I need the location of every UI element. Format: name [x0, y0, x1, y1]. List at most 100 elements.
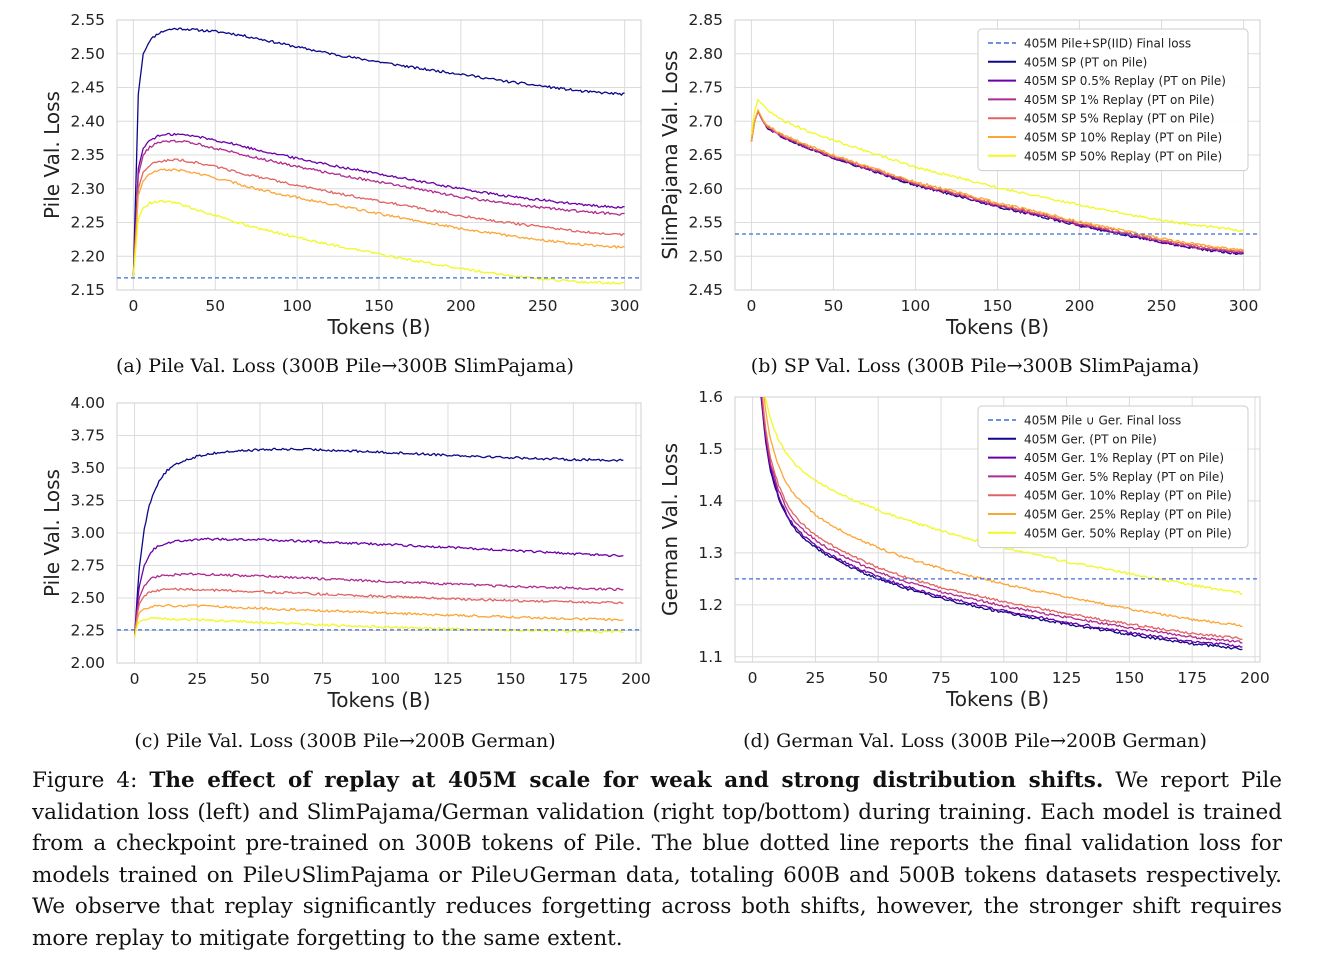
x-tick-label: 50	[824, 297, 844, 315]
legend: 405M Pile ∪ Ger. Final loss 405M Ger. (PT…	[977, 405, 1249, 549]
plot-frame	[116, 402, 642, 664]
y-tick-label: 2.70	[688, 112, 723, 130]
caption-text: We report Pile validation loss (left) an…	[32, 768, 1282, 951]
x-tick-labels: 0 50 100 150 200 250 300	[128, 297, 639, 315]
y-tick-label: 2.40	[70, 112, 105, 130]
series-line	[132, 168, 625, 277]
grid	[117, 19, 641, 291]
y-tick-label: 2.20	[70, 247, 105, 265]
y-tick-label: 2.25	[70, 622, 105, 640]
y-tick-label: 2.75	[70, 557, 105, 575]
chart-a: 0 50 100 150 200 250 300 2.15 2.20 2.25 2.30 2.35 2.…	[0, 0, 660, 350]
x-tick-label: 200	[1065, 297, 1095, 315]
series-line	[760, 397, 1243, 648]
legend-label: 405M Ger. 1% Replay (PT on Pile)	[1024, 451, 1224, 465]
x-tick-label: 0	[128, 297, 138, 315]
y-tick-label: 2.80	[688, 45, 723, 63]
y-tick-label: 3.50	[70, 459, 105, 477]
x-tick-label: 250	[1147, 297, 1177, 315]
y-axis-label: SlimPajama Val. Loss	[660, 50, 682, 259]
y-tick-label: 2.45	[70, 79, 105, 97]
y-tick-label: 1.4	[698, 492, 723, 510]
legend-label: 405M Ger. 10% Replay (PT on Pile)	[1024, 489, 1232, 503]
legend-label: 405M SP 10% Replay (PT on Pile)	[1024, 131, 1222, 145]
x-axis-label: Tokens (B)	[945, 315, 1049, 339]
x-tick-label: 25	[806, 669, 826, 687]
x-tick-label: 50	[250, 670, 270, 688]
series-line	[133, 587, 624, 638]
x-tick-label: 150	[496, 670, 526, 688]
series-line	[761, 397, 1243, 641]
legend-label: 405M SP 5% Replay (PT on Pile)	[1024, 112, 1215, 126]
legend-box	[977, 28, 1249, 172]
x-tick-label: 150	[983, 297, 1013, 315]
y-tick-label: 2.30	[70, 180, 105, 198]
x-tick-label: 200	[1240, 669, 1270, 687]
series-line	[133, 447, 624, 638]
y-tick-label: 2.60	[688, 180, 723, 198]
legend-label: 405M SP 1% Replay (PT on Pile)	[1024, 93, 1215, 107]
subcaption-a: (a) Pile Val. Loss (300B Pile→300B SlimP…	[116, 355, 574, 377]
x-axis-label: Tokens (B)	[326, 315, 430, 339]
y-tick-label: 2.15	[70, 281, 105, 299]
series-group	[132, 27, 625, 285]
series-line	[132, 27, 625, 277]
legend-label: 405M Ger. 25% Replay (PT on Pile)	[1024, 508, 1232, 522]
x-tick-label: 200	[621, 670, 651, 688]
x-tick-label: 175	[559, 670, 589, 688]
y-tick-labels: 2.45 2.50 2.55 2.60 2.65 2.70 2.75 2.80 2.85	[688, 11, 723, 299]
x-axis-label: Tokens (B)	[945, 687, 1049, 711]
y-tick-label: 3.00	[70, 524, 105, 542]
plot-frame	[734, 396, 1261, 663]
y-tick-label: 2.00	[70, 654, 105, 672]
x-tick-label: 100	[901, 297, 931, 315]
series-line	[133, 604, 624, 638]
caption-label: Figure 4:	[32, 768, 150, 793]
x-axis-label: Tokens (B)	[326, 688, 430, 712]
series-line	[132, 158, 625, 277]
plot-frame	[734, 19, 1261, 291]
y-tick-label: 2.25	[70, 214, 105, 232]
series-line	[132, 139, 625, 277]
grid	[117, 402, 641, 664]
legend: 405M Pile+SP(IID) Final loss 405M SP (PT …	[977, 28, 1249, 172]
x-tick-label: 100	[989, 669, 1019, 687]
x-tick-label: 25	[187, 670, 207, 688]
series-line	[761, 397, 1243, 644]
series-line	[750, 109, 1244, 251]
legend-label: 405M SP (PT on Pile)	[1024, 55, 1147, 69]
legend-label: 405M Ger. 50% Replay (PT on Pile)	[1024, 526, 1232, 540]
y-axis-label: German Val. Loss	[660, 443, 682, 616]
subcaption-b: (b) SP Val. Loss (300B Pile→300B SlimPaj…	[750, 355, 1200, 377]
series-line	[132, 199, 625, 285]
y-tick-label: 1.3	[698, 544, 723, 562]
chart-c: 0 25 50 75 100 125 150 175 200 2.00 2.25 2.50 2.75 3.…	[0, 385, 660, 735]
chart-b-svg: 0 50 100 150 200 250 3002.452.502.552.602.652.…	[660, 11, 1261, 339]
x-tick-label: 150	[1115, 669, 1145, 687]
y-axis-label: Pile Val. Loss	[40, 469, 64, 597]
y-tick-labels: 2.15 2.20 2.25 2.30 2.35 2.40 2.45 2.50 2.55	[70, 11, 105, 299]
x-tick-label: 100	[282, 297, 312, 315]
series-line	[133, 537, 624, 638]
y-tick-label: 2.45	[688, 281, 723, 299]
legend-label: 405M Pile+SP(IID) Final loss	[1024, 37, 1191, 51]
legend-label: 405M Ger. (PT on Pile)	[1024, 432, 1157, 446]
y-tick-label: 3.75	[70, 427, 105, 445]
y-tick-label: 2.50	[70, 589, 105, 607]
x-tick-label: 75	[313, 670, 333, 688]
y-tick-labels: 1.1 1.2 1.3 1.4 1.5 1.6	[698, 388, 723, 666]
chart-a-svg: 0 50 100 150 200 250 3002.152.202.252.302.352.…	[40, 11, 642, 339]
y-tick-label: 1.1	[698, 648, 723, 666]
x-tick-label: 50	[205, 297, 225, 315]
y-tick-labels: 2.00 2.25 2.50 2.75 3.00 3.25 3.50 3.75 4.00	[70, 394, 105, 672]
y-tick-label: 4.00	[70, 394, 105, 412]
y-tick-label: 2.85	[688, 11, 723, 29]
x-tick-label: 75	[931, 669, 951, 687]
legend-label: 405M SP 50% Replay (PT on Pile)	[1024, 149, 1222, 163]
y-tick-label: 2.55	[70, 11, 105, 29]
legend-box	[977, 405, 1249, 549]
figure-caption: Figure 4: The effect of replay at 405M s…	[32, 765, 1282, 954]
caption-bold: The effect of replay at 405M scale for w…	[149, 768, 1104, 793]
y-tick-label: 2.55	[688, 214, 723, 232]
y-tick-label: 2.75	[688, 79, 723, 97]
